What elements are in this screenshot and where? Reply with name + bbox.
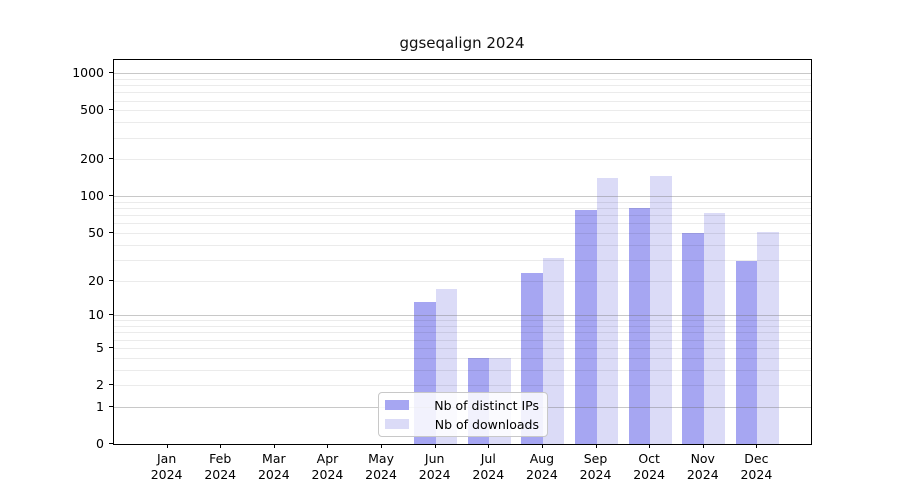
y-tick-mark: [109, 314, 113, 316]
x-tick-label-jun: Jun 2024: [418, 451, 451, 482]
x-tick-label-apr: Apr 2024: [311, 451, 344, 482]
gridline-3: [114, 369, 811, 371]
gridline-80: [114, 208, 811, 210]
x-tick-label-mar: Mar 2024: [257, 451, 290, 482]
y-tick-mark: [109, 279, 113, 281]
gridline-9: [114, 320, 811, 322]
gridline-60: [114, 223, 811, 225]
gridline-300: [114, 137, 811, 139]
gridline-40: [114, 244, 811, 246]
gridline-50: [114, 233, 811, 234]
x-tick-label-may: May 2024: [365, 451, 397, 482]
x-tick-label-aug: Aug 2024: [526, 451, 558, 482]
x-tick-label-nov: Nov 2024: [686, 451, 719, 482]
gridline-900: [114, 78, 811, 80]
y-tick-label-5: 5: [96, 339, 104, 355]
gridline-30: [114, 259, 811, 261]
gridline-200: [114, 159, 811, 161]
legend-label-distinct-ips: Nb of distinct IPs: [434, 397, 539, 413]
gridline-600: [114, 100, 811, 102]
y-tick-mark: [109, 346, 113, 348]
gridline-90: [114, 201, 811, 203]
legend-item-distinct-ips: Nb of distinct IPs: [385, 398, 539, 413]
y-tick-mark: [109, 109, 113, 111]
x-tick-label-dec: Dec 2024: [740, 451, 773, 482]
bar-nb-of-downloads-dec: [757, 231, 779, 444]
legend-label-downloads: Nb of downloads: [434, 416, 539, 432]
x-tick-mark: [488, 444, 490, 448]
x-tick-mark: [220, 444, 222, 448]
gridline-4: [114, 357, 811, 359]
y-tick-label-200: 200: [80, 151, 104, 167]
y-tick-mark: [109, 405, 113, 407]
x-tick-mark: [166, 444, 168, 448]
bar-nb-of-distinct-ips-oct: [628, 207, 651, 444]
y-tick-mark: [109, 384, 113, 386]
x-tick-label-oct: Oct 2024: [633, 451, 666, 482]
gridline-8: [114, 326, 811, 328]
gridline-70: [114, 215, 811, 217]
x-tick-mark: [649, 444, 651, 448]
bar-nb-of-distinct-ips-sep: [575, 209, 597, 444]
bar-nb-of-downloads-sep: [596, 178, 619, 444]
legend-swatch-downloads: [385, 419, 409, 429]
y-tick-label-50: 50: [88, 225, 104, 240]
y-tick-mark: [109, 232, 113, 233]
x-tick-label-sep: Sep 2024: [579, 451, 612, 482]
x-tick-mark: [434, 444, 436, 448]
bar-nb-of-distinct-ips-nov: [682, 233, 704, 444]
legend-item-downloads: Nb of downloads: [385, 417, 539, 432]
x-tick-mark: [756, 444, 758, 448]
x-tick-mark: [595, 444, 597, 448]
y-tick-mark: [109, 195, 113, 197]
gridline-20: [114, 280, 811, 282]
y-tick-label-500: 500: [80, 102, 104, 118]
gridline-2: [114, 385, 811, 387]
gridline-5: [114, 347, 811, 349]
bar-nb-of-downloads-nov: [703, 213, 726, 444]
y-tick-label-1000: 1000: [72, 65, 104, 81]
y-tick-mark: [109, 72, 113, 74]
y-tick-label-10: 10: [88, 307, 104, 323]
y-tick-mark: [109, 158, 113, 160]
chart-title: ggseqalign 2024: [399, 34, 525, 52]
plot-area: [113, 59, 812, 445]
x-tick-label-jan: Jan 2024: [150, 451, 183, 482]
y-tick-label-1: 1: [96, 398, 104, 414]
y-tick-mark: [109, 443, 113, 444]
bar-nb-of-distinct-ips-dec: [735, 261, 758, 444]
x-tick-mark: [702, 444, 704, 448]
y-tick-label-0: 0: [96, 436, 104, 451]
x-tick-mark: [541, 444, 543, 448]
gridline-100: [114, 196, 811, 198]
y-tick-label-2: 2: [96, 377, 104, 393]
x-tick-mark: [273, 444, 275, 448]
legend: Nb of distinct IPs Nb of downloads: [378, 392, 548, 437]
legend-swatch-distinct-ips: [385, 400, 409, 410]
y-tick-label-100: 100: [80, 188, 104, 204]
gridline-7: [114, 332, 811, 334]
gridline-500: [114, 110, 811, 112]
gridline-400: [114, 122, 811, 124]
bar-nb-of-downloads-aug: [542, 258, 565, 444]
gridline-1000: [114, 73, 811, 75]
y-tick-label-20: 20: [88, 272, 104, 288]
x-tick-mark: [381, 444, 383, 448]
bar-nb-of-downloads-oct: [650, 176, 672, 444]
gridline-6: [114, 339, 811, 341]
gridline-800: [114, 85, 811, 87]
gridline-10: [114, 315, 811, 317]
x-tick-label-feb: Feb 2024: [204, 451, 237, 482]
x-tick-mark: [327, 444, 329, 448]
x-tick-label-jul: Jul 2024: [472, 451, 505, 482]
gridline-700: [114, 92, 811, 94]
